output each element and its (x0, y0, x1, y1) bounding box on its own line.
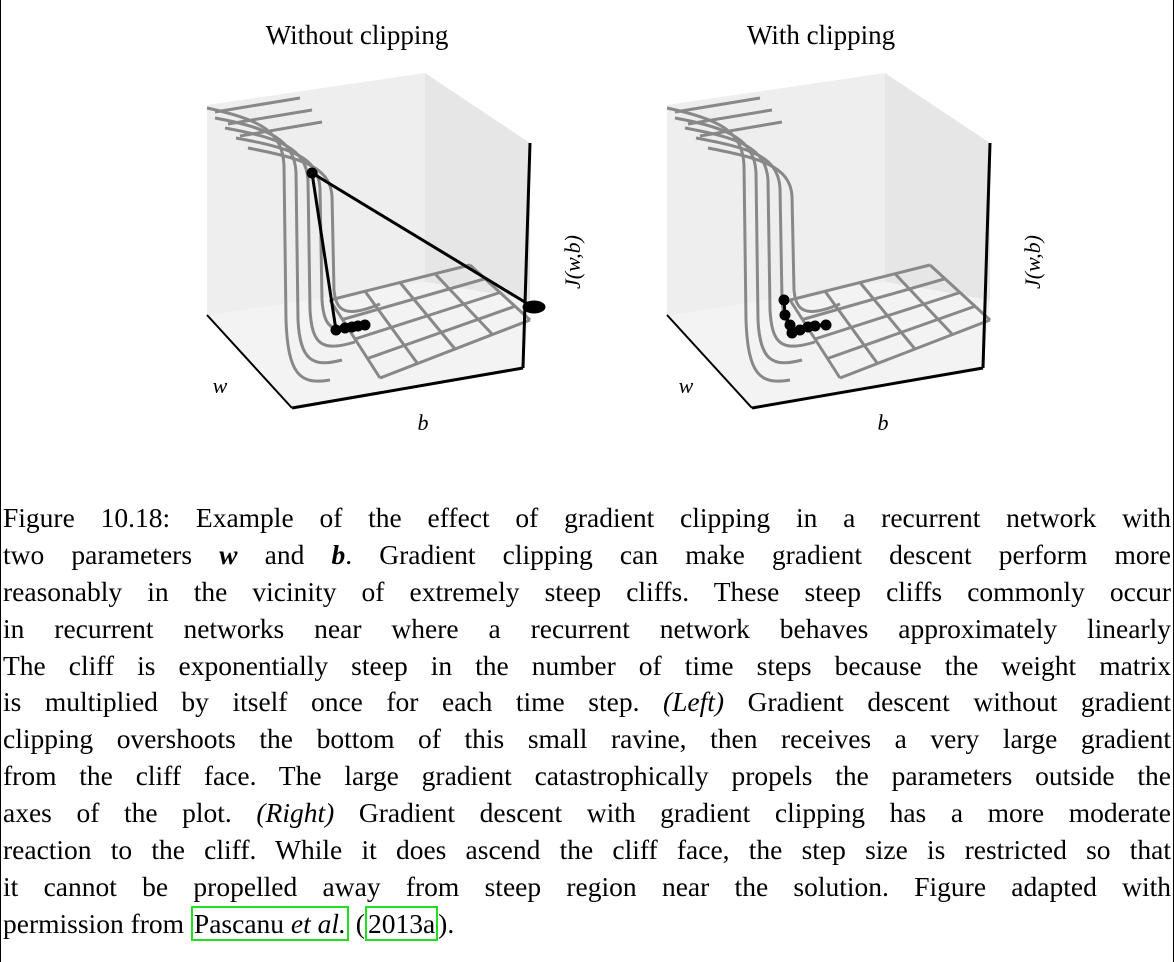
caption-text: . Gradient clipping can make gradient de… (345, 538, 1171, 570)
caption-text: reaction to the cliff. While it does asc… (3, 834, 1171, 866)
caption-line: it cannot be propelled away from steep r… (3, 869, 1171, 906)
caption-text: in recurrent networks near where a recur… (3, 612, 1171, 644)
caption-text: The cliff is exponentially steep in the … (3, 649, 1171, 681)
caption-line: reasonably in the vicinity of extremely … (3, 574, 1171, 611)
caption-emphasis: (Right) (256, 797, 335, 829)
axis-label: b (878, 410, 889, 435)
axis-label: b (418, 410, 429, 435)
caption-line: is multiplied by itself once for each ti… (3, 684, 1171, 721)
caption-line: from the cliff face. The large gradient … (3, 758, 1171, 795)
caption-line: clipping overshoots the bottom of this s… (3, 721, 1171, 758)
caption-text: Gradient descent with gradient clipping … (334, 797, 1171, 829)
axis-label: J(w,b) (560, 235, 585, 289)
caption-text: reasonably in the vicinity of extremely … (3, 575, 1171, 607)
caption-line: reaction to the cliff. While it does asc… (3, 832, 1171, 869)
figure: Without clipping w b J(w,b) With clippin… (205, 20, 1045, 435)
axis-label: w (213, 373, 228, 398)
caption-text: Gradient descent without gradient (724, 686, 1171, 718)
caption-emphasis: (Left) (662, 686, 725, 718)
caption-line: in recurrent networks near where a recur… (3, 611, 1171, 648)
caption-line: permission from Pascanu et al. (2013a). (3, 905, 1171, 943)
caption-text: Figure 10.18: Example of the effect of g… (3, 502, 1171, 533)
surface-plot-right (665, 71, 992, 410)
trajectory-right (778, 294, 832, 339)
axis-label: J(w,b) (1020, 235, 1045, 289)
panel-title: Without clipping (266, 20, 449, 50)
caption-line: The cliff is exponentially steep in the … (3, 648, 1171, 685)
citation-year[interactable]: 2013a (364, 905, 439, 941)
trajectory-left (306, 167, 546, 336)
caption-text: axes of the plot. (3, 797, 257, 829)
panel-title: With clipping (747, 20, 895, 50)
axis-label: w (679, 373, 694, 398)
caption-text: permission from (3, 907, 191, 939)
caption-line: two parameters w and b. Gradient clippin… (3, 537, 1171, 574)
caption-text: ). (438, 907, 455, 939)
caption-text: two parameters (3, 538, 220, 570)
citation-etal[interactable]: et al. (290, 907, 346, 939)
surface-plot-left (205, 71, 532, 410)
caption: Figure 10.18: Example of the effect of g… (3, 500, 1171, 943)
caption-text: and (237, 538, 332, 570)
citation-link[interactable]: Pascanu et al. (190, 905, 349, 941)
citation-author[interactable]: Pascanu (193, 907, 291, 939)
caption-text: ( (348, 907, 365, 939)
caption-line: Figure 10.18: Example of the effect of g… (3, 500, 1171, 537)
caption-text: it cannot be propelled away from steep r… (3, 870, 1171, 902)
caption-text: is multiplied by itself once for each ti… (3, 686, 663, 718)
caption-text: clipping overshoots the bottom of this s… (3, 723, 1171, 755)
math-symbol: w (219, 538, 238, 570)
caption-text: from the cliff face. The large gradient … (3, 760, 1171, 792)
caption-line: axes of the plot. (Right) Gradient desce… (3, 795, 1171, 832)
math-symbol: b (331, 538, 346, 570)
